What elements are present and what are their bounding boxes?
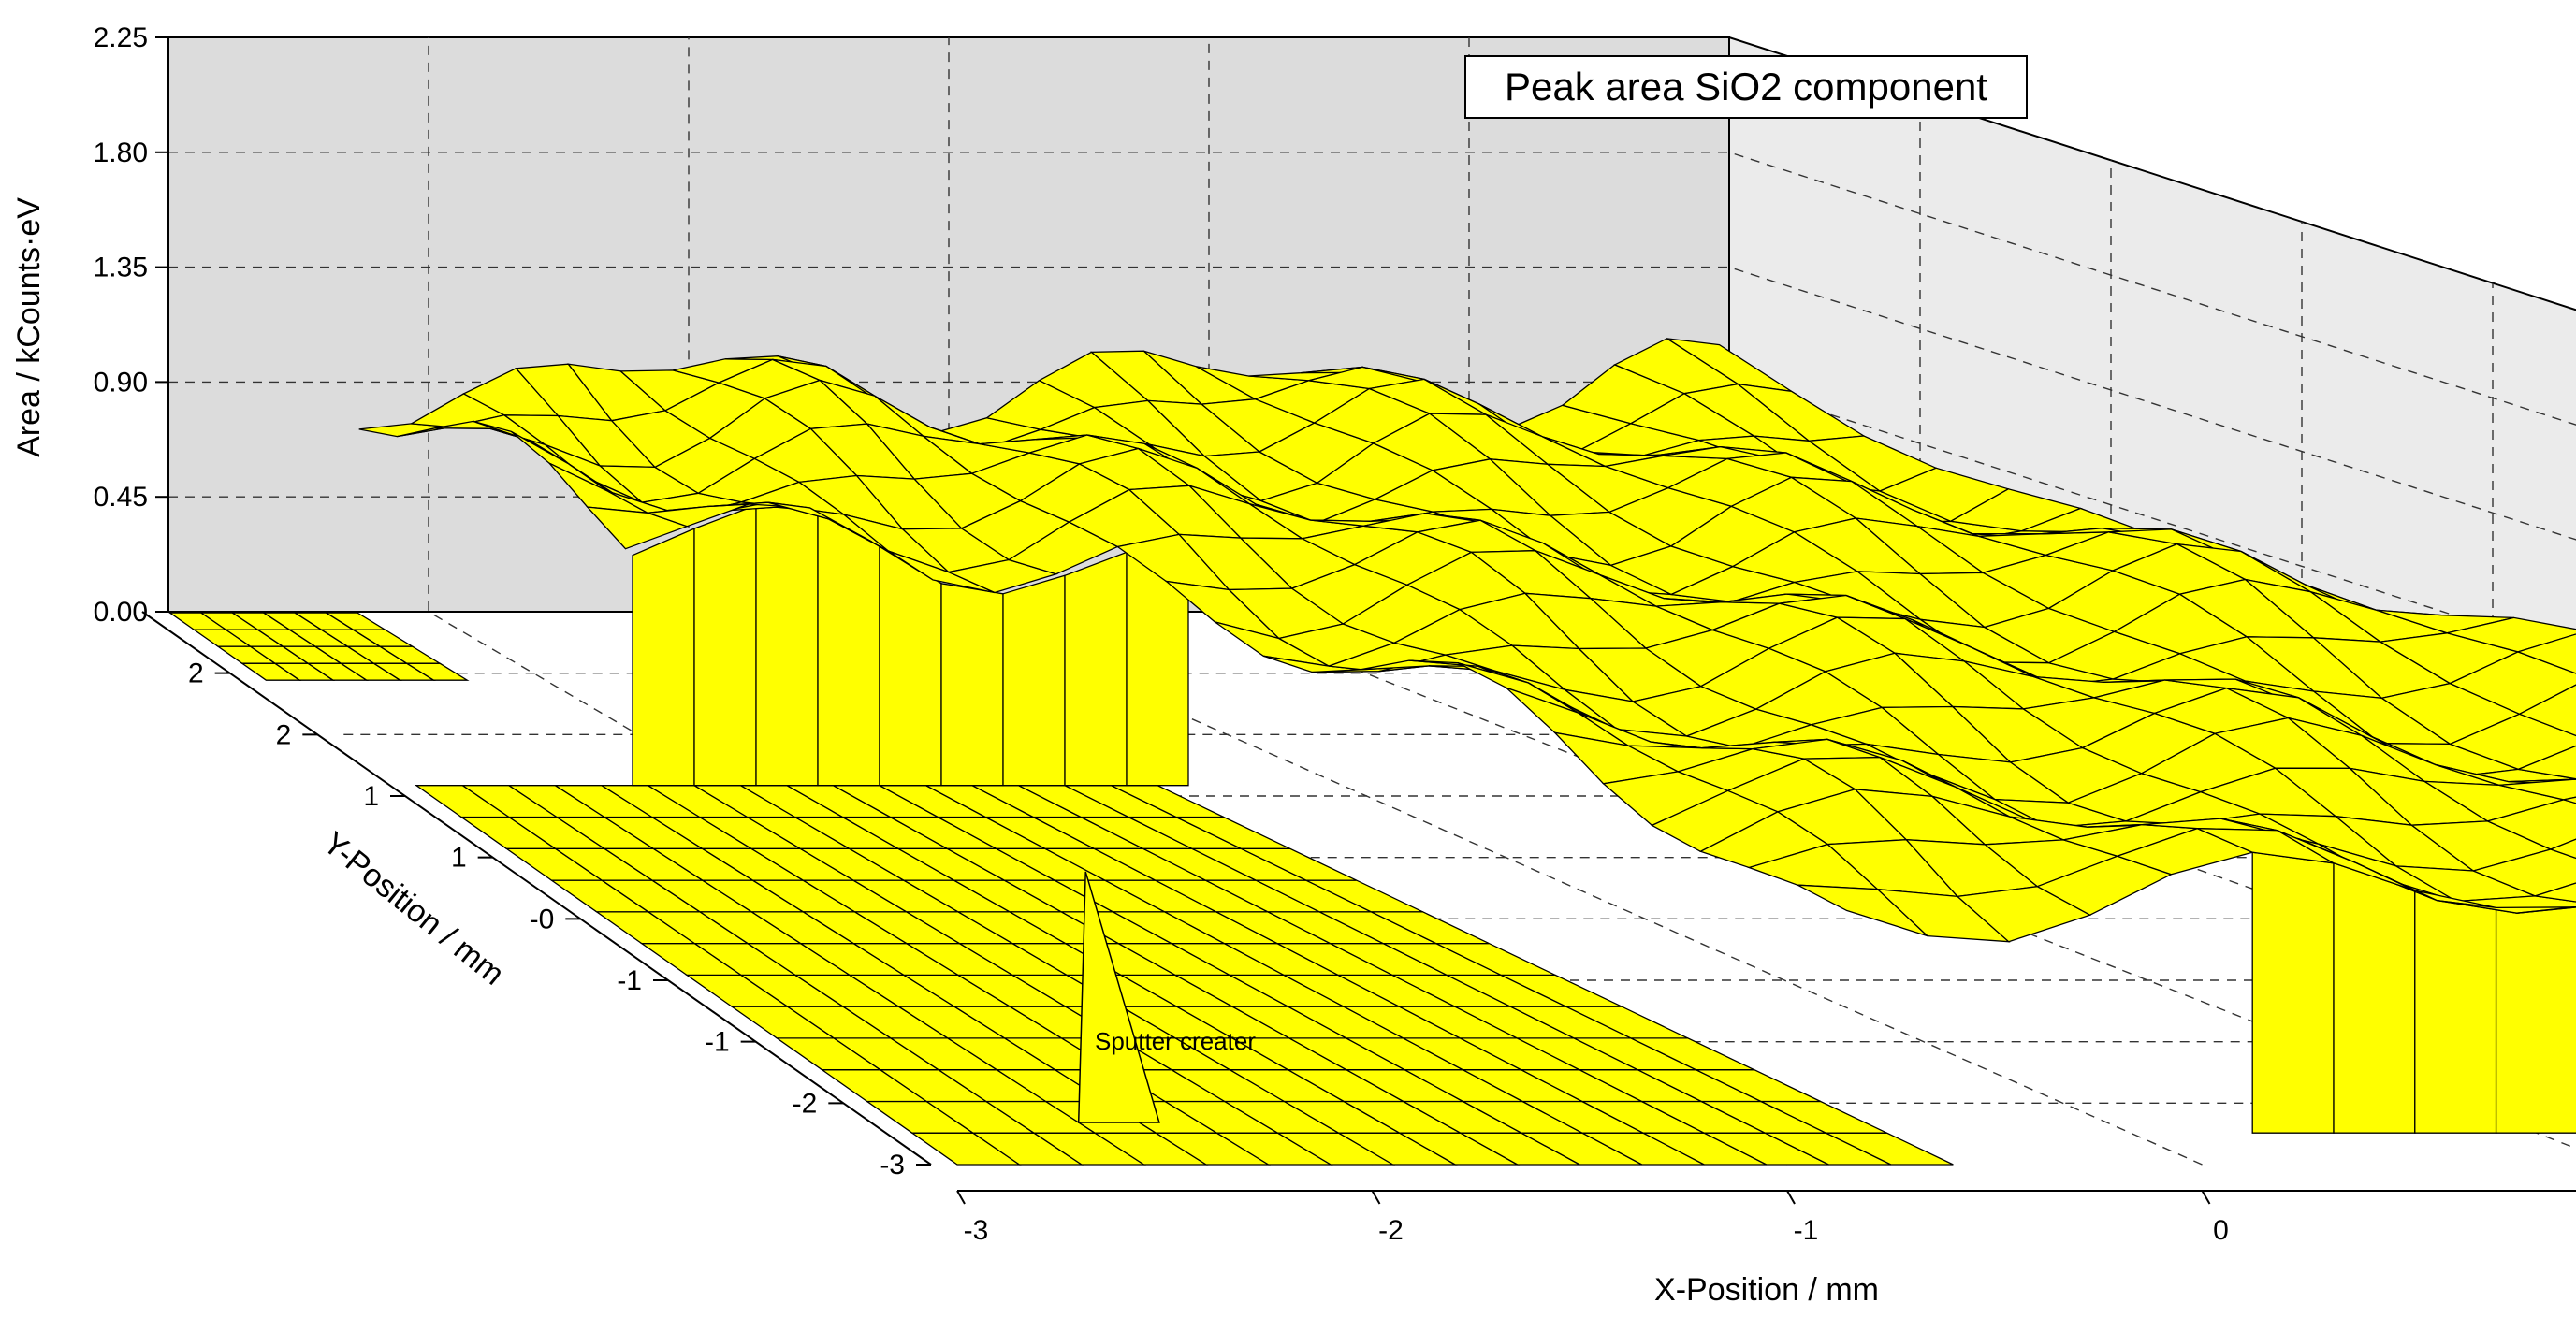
y-tick-label: -1: [617, 965, 642, 996]
x-tick: [1786, 1190, 1796, 1205]
y-tick-label: 1: [451, 843, 467, 874]
x-tick-label: -2: [1378, 1215, 1404, 1246]
surface-cell: [2563, 796, 2576, 804]
x-tick: [1371, 1190, 1381, 1205]
y-tick-label: 1: [363, 781, 379, 812]
x-axis-label: X-Position / mm: [1654, 1272, 1879, 1308]
y-tick-label: 2: [188, 659, 204, 689]
curtain-panel: [2414, 890, 2497, 1134]
y-gridline: [255, 98, 1921, 674]
chart-title-box: Peak area SiO2 component: [1464, 55, 2028, 119]
curtain-panel: [940, 583, 1004, 787]
sputter-crater-annotation: Sputter creater: [1095, 1027, 1256, 1055]
curtain-panel: [2495, 906, 2576, 1134]
y-axis-line: [141, 611, 932, 1166]
curtain-panel: [817, 510, 880, 787]
z-tick-label: 0.45: [94, 482, 148, 513]
surface-cell: [2518, 684, 2576, 737]
sputter-spike: [1077, 871, 1160, 1123]
curtain-panel: [632, 528, 695, 787]
x-tick: [2201, 1190, 2211, 1205]
z-axis-label: Area / kCounts·eV: [11, 197, 47, 457]
y-tick-label: -0: [530, 904, 555, 934]
z-tick-label: 2.25: [94, 22, 148, 53]
chart-floor-grid: [167, 612, 1954, 1166]
z-tick-label: 0.00: [94, 597, 148, 628]
curtain-panel: [879, 545, 942, 787]
z-tick-label: 0.90: [94, 367, 148, 398]
surface-cell: [2573, 778, 2576, 781]
y-tick-label: -3: [880, 1150, 905, 1180]
curtain-panel: [1002, 574, 1066, 787]
chart-axes: [141, 36, 2576, 1205]
surface-mesh: [358, 338, 2576, 1134]
surface-cell: [2515, 633, 2576, 674]
curtain-panel: [1064, 551, 1128, 787]
surface-cell: [2516, 905, 2576, 914]
x-tick-label: -1: [1794, 1215, 1819, 1246]
curtain-panel: [693, 504, 757, 787]
z-tick-label: 1.80: [94, 138, 148, 168]
curtain-panel: [755, 504, 819, 787]
surface-cell: [2535, 882, 2576, 903]
y-tick-label: -1: [705, 1027, 730, 1058]
surface-cell: [2549, 838, 2576, 860]
y-tick-label: -2: [793, 1088, 818, 1119]
chart-title: Peak area SiO2 component: [1505, 65, 1987, 109]
y-tick-label: 2: [276, 719, 292, 750]
floor-cell: [324, 612, 387, 630]
curtain-panel: [2333, 861, 2416, 1134]
x-tick: [956, 1190, 966, 1205]
curtain-panel: [2251, 851, 2335, 1134]
tick-labels: 0.000.450.901.351.802.25-3-2-10123-3-2-1…: [94, 22, 2229, 1246]
x-tick-label: 0: [2213, 1215, 2229, 1246]
x-tick-label: -3: [964, 1215, 989, 1246]
z-tick-label: 1.35: [94, 253, 148, 283]
surface-cell: [2516, 745, 2576, 780]
